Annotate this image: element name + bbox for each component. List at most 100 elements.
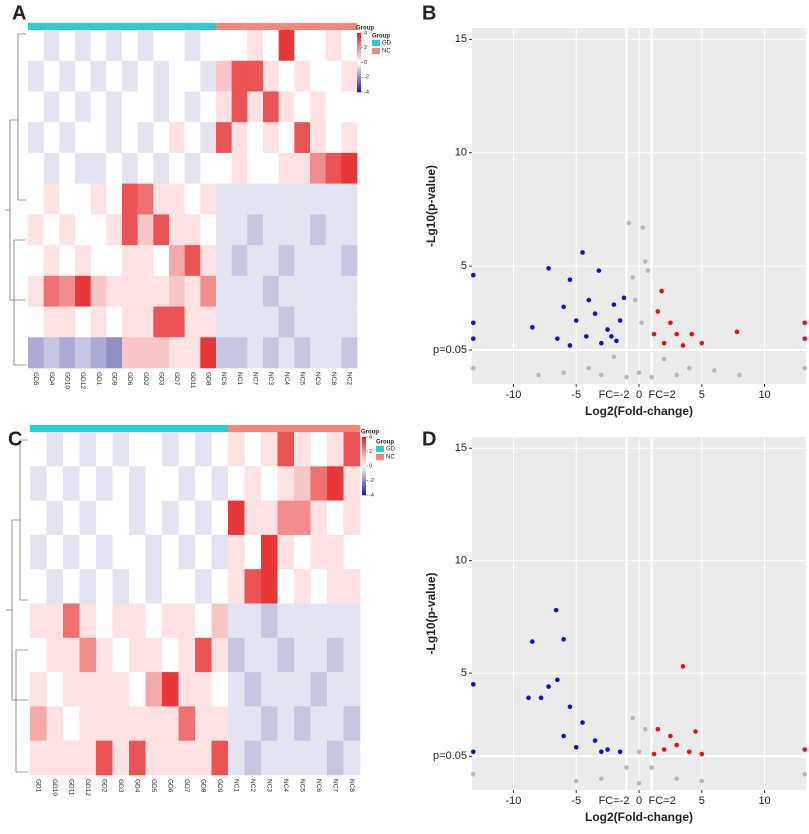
heat-cell <box>327 603 344 639</box>
heat-cell <box>294 30 311 62</box>
point <box>599 776 604 782</box>
heat-cell <box>46 603 64 639</box>
fold-change-label: FC=2 <box>649 795 676 807</box>
heat-cell <box>145 500 163 536</box>
heat-cell <box>162 466 179 501</box>
heat-cell <box>277 603 295 639</box>
heat-cell <box>90 91 107 123</box>
heat-cell <box>129 466 146 501</box>
colorbar-tick-label: -2 <box>369 478 374 484</box>
colorbar-step <box>362 469 366 473</box>
heat-cell <box>63 466 80 501</box>
heat-cell <box>325 306 342 338</box>
heat-cell <box>162 706 179 741</box>
group-bar <box>261 425 278 432</box>
heat-cell <box>310 122 326 154</box>
x-tick-label: 0 <box>636 795 642 807</box>
colorbar-step <box>362 448 366 451</box>
heat-cell <box>325 245 342 277</box>
point <box>611 354 617 360</box>
heat-cell <box>310 337 326 369</box>
heat-cell <box>169 306 185 338</box>
dendrogram <box>5 33 28 773</box>
heat-cell <box>195 466 212 501</box>
point <box>680 343 686 348</box>
point <box>573 318 579 323</box>
heat-cell <box>195 534 212 570</box>
heat-cell <box>341 275 358 307</box>
heat-cell <box>327 637 344 673</box>
heat-cell <box>343 534 361 570</box>
column-label: NC9 <box>314 372 321 385</box>
heat-cell <box>30 706 47 741</box>
point <box>617 318 623 323</box>
heat-cell <box>343 466 361 501</box>
heat-cell <box>43 152 60 184</box>
point <box>680 664 686 669</box>
point <box>686 749 692 755</box>
heat-cell <box>46 466 64 501</box>
heat-cell <box>162 500 179 536</box>
heat-cell <box>184 183 201 215</box>
heat-cell <box>261 706 278 741</box>
heat-cell <box>43 245 60 277</box>
heat-cell <box>112 706 130 741</box>
colorbar-step <box>357 52 361 55</box>
x-axis-label: Log2(Fold-change) <box>585 404 693 418</box>
point <box>802 771 808 777</box>
column-label: GD3 <box>157 372 164 386</box>
heat-cell <box>294 152 311 184</box>
group-bar <box>200 23 217 30</box>
heat-cell <box>122 214 138 246</box>
y-tick-label: 15 <box>455 442 467 454</box>
heat-cell <box>200 91 217 123</box>
group-bar <box>129 425 146 432</box>
heat-cell <box>145 534 163 570</box>
heat-cell <box>310 183 326 215</box>
point <box>802 365 808 371</box>
heat-cell <box>129 534 146 570</box>
group-legend-title: Group <box>376 440 394 446</box>
heat-cell <box>310 637 328 673</box>
group-bar <box>327 425 344 432</box>
heat-cell <box>310 740 328 776</box>
colorbar-step <box>357 40 361 44</box>
heat-cell <box>137 122 154 154</box>
point <box>561 733 566 739</box>
heat-cell <box>46 637 64 673</box>
heat-cell <box>75 60 91 92</box>
group-bar <box>341 23 358 30</box>
heat-cell <box>263 245 279 277</box>
heat-cell <box>129 706 146 741</box>
point <box>561 637 566 642</box>
heat-cell <box>46 672 64 707</box>
heat-cell <box>310 275 326 307</box>
heat-cell <box>278 60 295 92</box>
heat-cell <box>211 432 229 467</box>
heat-cell <box>211 706 229 741</box>
heat-cell <box>341 214 358 246</box>
colorbar-step <box>362 485 366 488</box>
heat-cell <box>129 740 146 776</box>
point <box>621 295 627 301</box>
heat-cell <box>244 706 262 741</box>
colorbar-step <box>362 489 366 492</box>
colorbar-step <box>357 84 361 87</box>
heat-cell <box>231 337 248 369</box>
colorbar-step <box>357 58 361 61</box>
heat-cell <box>145 432 163 467</box>
point <box>586 297 592 303</box>
heat-cell <box>153 245 170 277</box>
point <box>470 682 476 687</box>
heat-cell <box>145 569 163 604</box>
heat-cell <box>59 337 76 369</box>
column-label: GD9 <box>110 372 117 386</box>
heat-cell <box>343 637 361 673</box>
heat-cell <box>184 245 201 277</box>
heat-cell <box>244 432 262 467</box>
y-axis-label: -Lg10(p-value) <box>424 165 438 247</box>
heat-cell <box>153 91 170 123</box>
heat-cell <box>59 306 76 338</box>
heat-cell <box>200 337 217 369</box>
heat-cell <box>169 275 185 307</box>
